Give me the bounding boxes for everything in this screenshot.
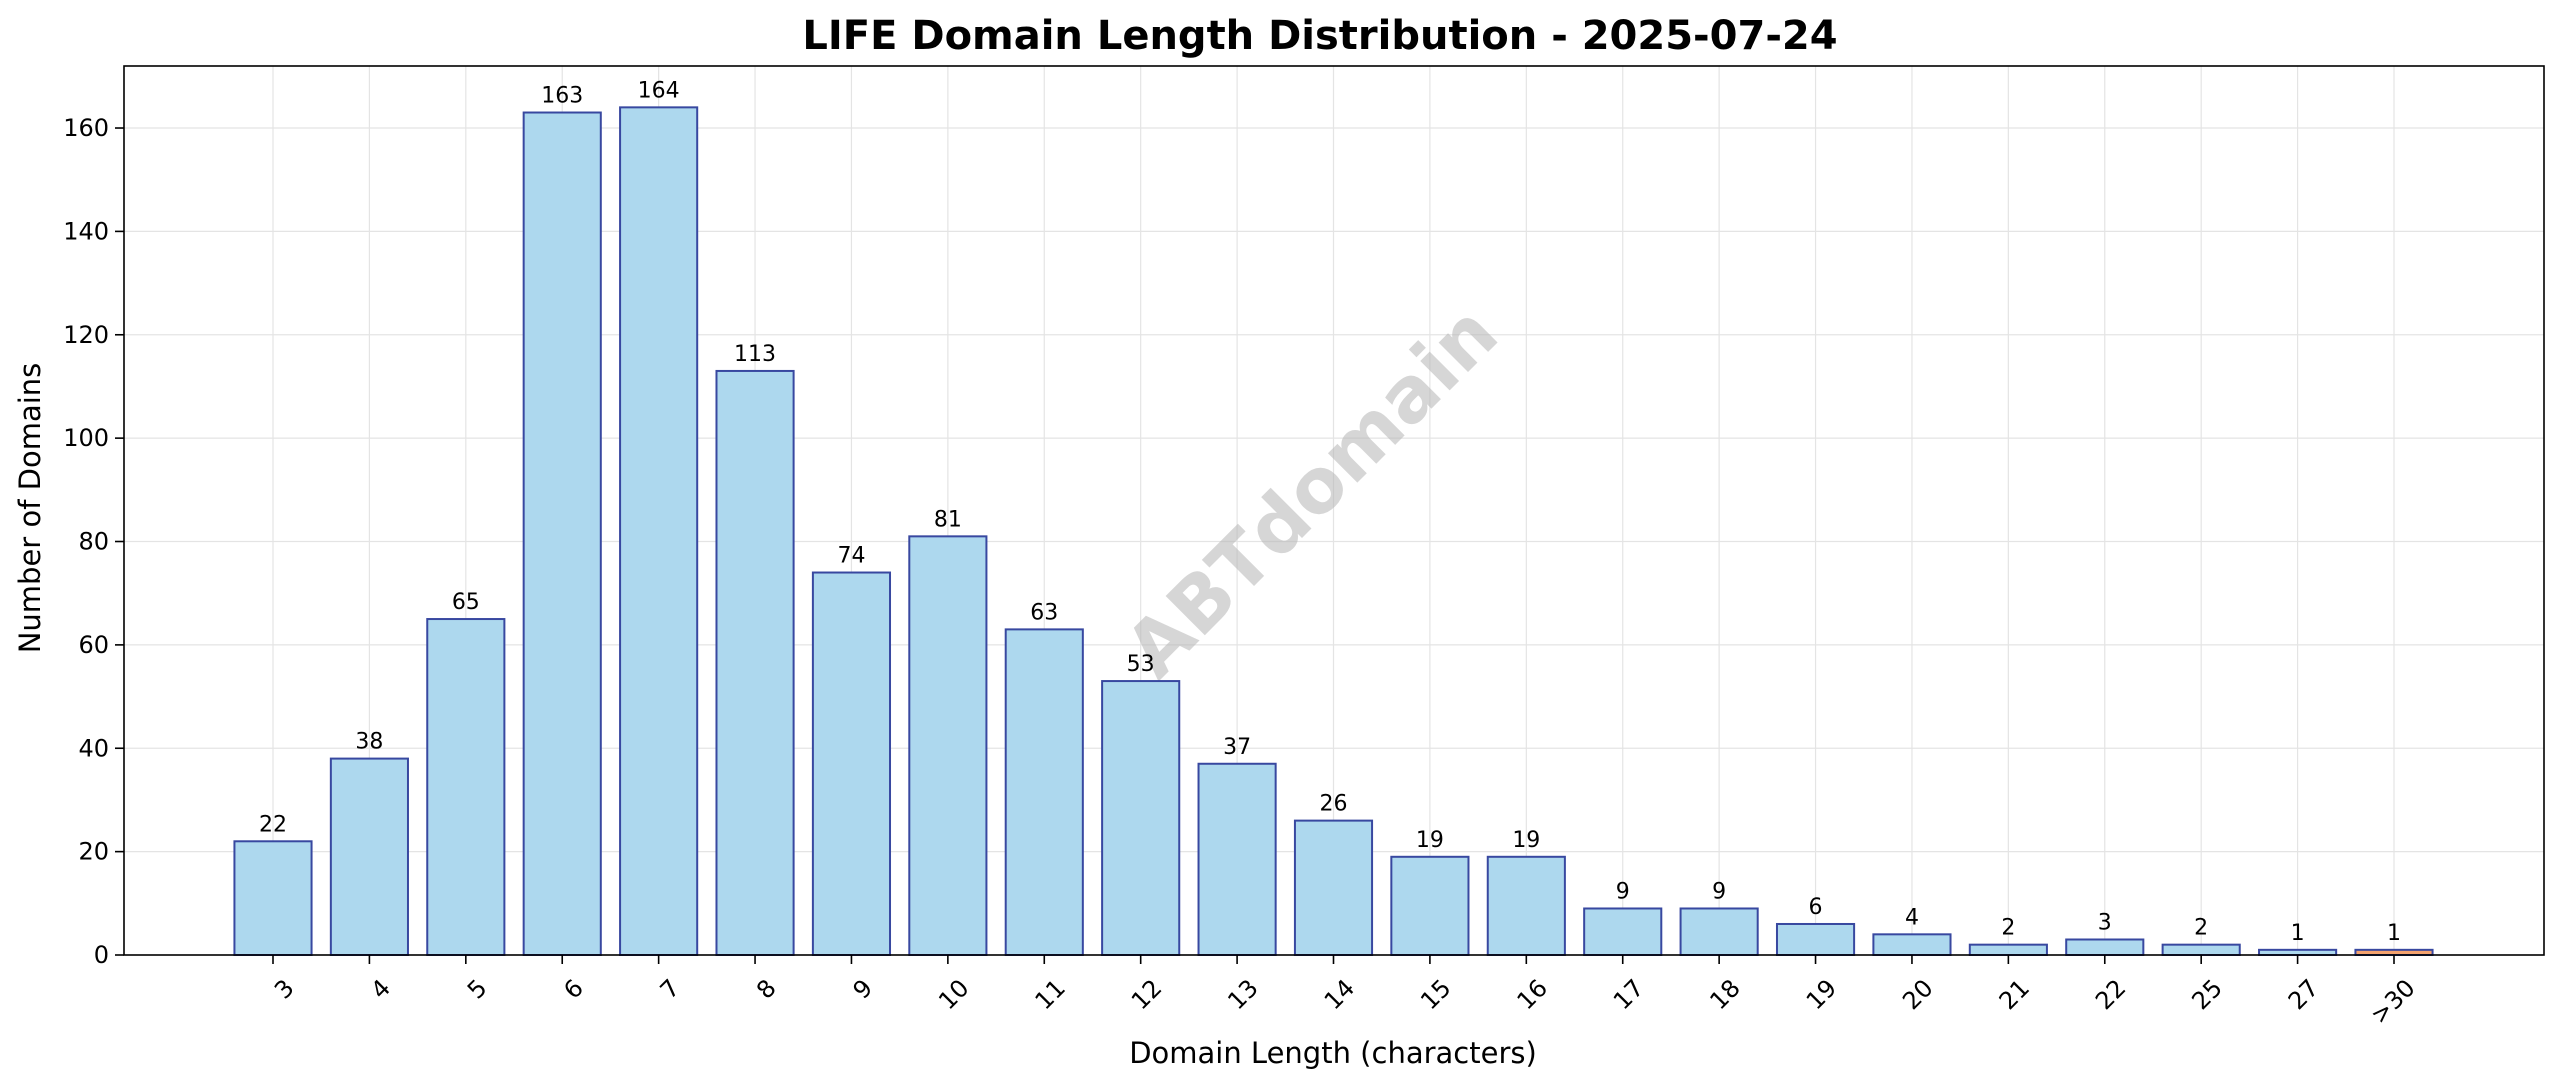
y-tick-label: 140 — [63, 217, 109, 245]
x-tick-label: 10 — [933, 974, 974, 1015]
bar — [1486, 855, 1566, 956]
data-label: 6 — [1809, 895, 1823, 920]
data-label: 22 — [259, 812, 287, 837]
x-tick-label: 3 — [269, 974, 300, 1005]
data-label: 26 — [1320, 792, 1348, 817]
x-tick-label: 15 — [1415, 974, 1456, 1015]
data-label: 37 — [1223, 735, 1251, 760]
data-label: 9 — [1616, 879, 1630, 904]
x-tick-label: 5 — [462, 974, 493, 1005]
y-tick-label: 80 — [78, 528, 109, 556]
chart-title: LIFE Domain Length Distribution - 2025-0… — [802, 13, 1837, 59]
y-tick-label: 160 — [63, 114, 109, 142]
bar — [329, 757, 409, 956]
data-label: 113 — [734, 342, 776, 367]
x-tick-label: 27 — [2283, 974, 2324, 1015]
bar — [1583, 907, 1663, 956]
bar — [1968, 943, 2048, 956]
x-tick-label: 4 — [365, 974, 396, 1005]
x-tick-label: >30 — [2365, 974, 2421, 1030]
y-tick-label: 60 — [78, 631, 109, 659]
x-tick-label: 12 — [1126, 974, 1167, 1015]
bar — [619, 106, 699, 957]
data-label: 1 — [2291, 921, 2305, 946]
data-label: 19 — [1416, 828, 1444, 853]
y-tick-label: 40 — [78, 734, 109, 762]
data-label: 2 — [2194, 916, 2208, 941]
y-tick-label: 20 — [78, 838, 109, 866]
x-tick-label: 11 — [1030, 974, 1071, 1015]
bar — [1101, 680, 1181, 956]
bar — [908, 535, 988, 956]
bar — [811, 571, 892, 956]
x-tick-label: 7 — [655, 974, 686, 1005]
bar — [1004, 628, 1084, 957]
bars — [233, 106, 2434, 957]
data-label: 65 — [452, 590, 480, 615]
bar — [2065, 938, 2145, 957]
x-tick-label: 8 — [751, 974, 782, 1005]
x-tick-label: 16 — [1512, 974, 1553, 1015]
watermark-text: ABTdomain — [1108, 288, 1514, 694]
bar — [426, 618, 506, 956]
bar — [2161, 943, 2241, 956]
x-tick-label: 13 — [1222, 974, 1263, 1015]
data-label: 1 — [2387, 921, 2401, 946]
data-label: 3 — [2098, 910, 2112, 935]
y-axis: 0 20 40 60 80 100 120 140 160 — [63, 114, 124, 969]
data-label: 53 — [1127, 652, 1155, 677]
x-tick-label: 18 — [1704, 974, 1745, 1015]
x-tick-label: 9 — [848, 974, 879, 1005]
bar — [1197, 762, 1277, 957]
y-tick-label: 100 — [63, 424, 109, 452]
y-tick-label: 0 — [94, 941, 109, 969]
x-tick-label: 20 — [1897, 974, 1938, 1015]
data-label: 163 — [541, 84, 583, 109]
x-tick-label: 19 — [1801, 974, 1842, 1015]
data-label: 164 — [638, 78, 680, 103]
bar — [233, 840, 313, 957]
y-axis-label: Number of Domains — [13, 363, 47, 654]
bar — [1390, 855, 1470, 956]
x-tick-label: 25 — [2186, 974, 2227, 1015]
data-label: 63 — [1030, 600, 1058, 625]
x-tick-label: 17 — [1608, 974, 1649, 1015]
x-tick-label: 6 — [558, 974, 589, 1005]
data-label: 81 — [934, 507, 962, 532]
x-tick-label: 22 — [2090, 974, 2131, 1015]
data-label: 38 — [355, 730, 383, 755]
data-label: 4 — [1905, 905, 1919, 930]
bar — [1775, 922, 1856, 956]
bar — [1872, 933, 1952, 956]
data-labels: 22 38 65 163 164 113 74 81 63 53 37 26 19 19 9 9 6 4 2 3 2 1 1 — [259, 78, 2401, 945]
bar — [1679, 907, 1759, 956]
bar — [522, 111, 602, 956]
x-tick-label: 14 — [1319, 974, 1360, 1015]
y-tick-label: 120 — [63, 321, 109, 349]
bar — [715, 369, 795, 956]
x-tick-label: 21 — [1994, 974, 2035, 1015]
data-label: 2 — [2001, 916, 2015, 941]
data-label: 74 — [837, 544, 865, 569]
x-axis: 3 4 5 6 7 8 9 10 11 12 13 14 15 16 17 18 19 20 21 22 25 27 >30 — [269, 955, 2421, 1030]
bar — [1293, 819, 1374, 956]
x-axis-label: Domain Length (characters) — [1129, 1036, 1537, 1070]
data-label: 9 — [1712, 879, 1726, 904]
data-label: 19 — [1512, 828, 1540, 853]
